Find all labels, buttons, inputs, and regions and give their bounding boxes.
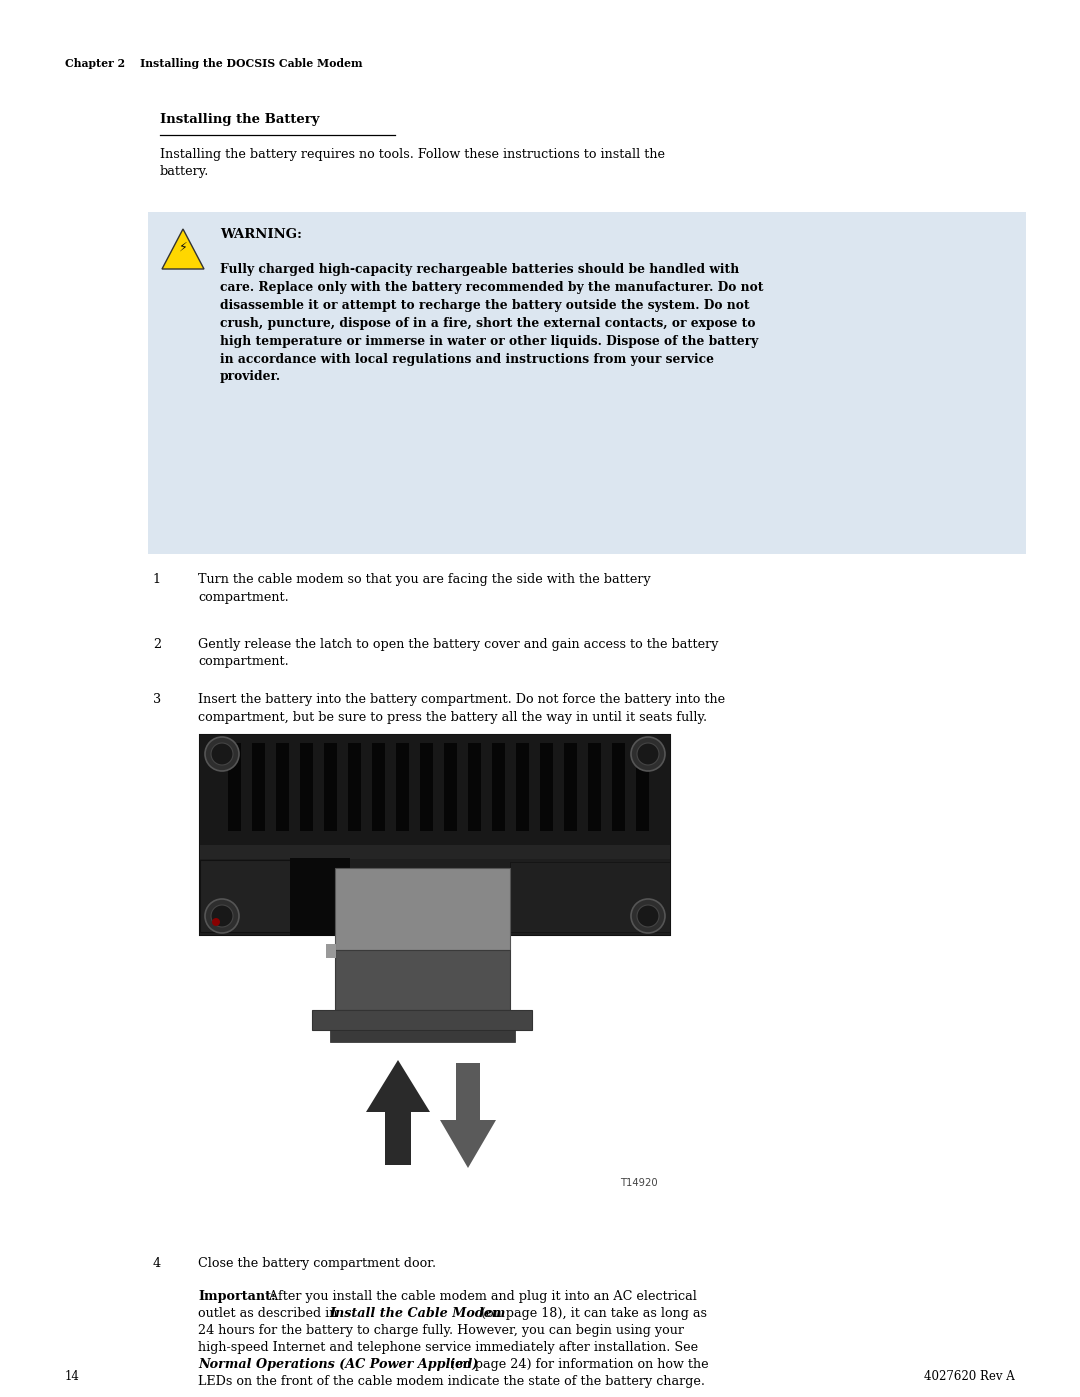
Text: After you install the cable modem and plug it into an AC electrical: After you install the cable modem and pl…	[265, 1289, 697, 1303]
Text: LEDs on the front of the cable modem indicate the state of the battery charge.: LEDs on the front of the cable modem ind…	[198, 1375, 705, 1389]
Bar	[324, 743, 337, 831]
Bar	[588, 743, 600, 831]
Text: Close the battery compartment door.: Close the battery compartment door.	[198, 1257, 436, 1270]
Bar	[148, 212, 1026, 555]
Text: 14: 14	[65, 1370, 80, 1383]
Circle shape	[631, 900, 665, 933]
Bar	[444, 743, 457, 831]
Bar	[276, 743, 289, 831]
Text: T14920: T14920	[620, 1178, 658, 1187]
Bar	[200, 845, 670, 859]
Text: (on page 18), it can take as long as: (on page 18), it can take as long as	[477, 1308, 707, 1320]
Circle shape	[631, 738, 665, 771]
Bar	[326, 944, 336, 958]
Circle shape	[205, 900, 239, 933]
Bar	[291, 858, 350, 936]
Bar	[540, 743, 553, 831]
Bar	[636, 743, 649, 831]
Text: 24 hours for the battery to charge fully. However, you can begin using your: 24 hours for the battery to charge fully…	[198, 1324, 684, 1337]
Text: Installing the Battery: Installing the Battery	[160, 113, 320, 126]
Bar	[612, 743, 625, 831]
Text: Normal Operations (AC Power Applied): Normal Operations (AC Power Applied)	[198, 1358, 478, 1370]
Text: (on page 24) for information on how the: (on page 24) for information on how the	[446, 1358, 708, 1370]
Bar	[420, 743, 433, 831]
Bar	[300, 743, 313, 831]
Bar	[335, 868, 510, 950]
Text: WARNING:: WARNING:	[220, 228, 302, 242]
Bar	[252, 743, 265, 831]
Text: high-speed Internet and telephone service immediately after installation. See: high-speed Internet and telephone servic…	[198, 1341, 698, 1354]
Circle shape	[637, 743, 659, 766]
Text: Fully charged high-capacity rechargeable batteries should be handled with
care. : Fully charged high-capacity rechargeable…	[220, 263, 764, 383]
Text: Installing the battery requires no tools. Follow these instructions to install t: Installing the battery requires no tools…	[160, 148, 665, 177]
Bar	[516, 743, 529, 831]
Circle shape	[637, 905, 659, 928]
Circle shape	[211, 905, 233, 928]
Bar	[200, 735, 670, 845]
Text: ⚡: ⚡	[178, 242, 187, 254]
Bar	[564, 743, 577, 831]
Bar	[312, 1010, 532, 1030]
Bar	[372, 743, 384, 831]
Text: 2: 2	[153, 638, 161, 651]
Polygon shape	[440, 1063, 496, 1168]
Polygon shape	[366, 1060, 430, 1165]
Circle shape	[211, 743, 233, 766]
Text: 1: 1	[153, 573, 161, 585]
Text: 4: 4	[153, 1257, 161, 1270]
Circle shape	[205, 738, 239, 771]
Bar	[200, 861, 295, 932]
Bar	[348, 743, 361, 831]
Bar	[228, 743, 241, 831]
Text: Install the Cable Modem: Install the Cable Modem	[329, 1308, 505, 1320]
Bar	[200, 859, 670, 935]
Circle shape	[212, 918, 220, 926]
Text: Turn the cable modem so that you are facing the side with the battery
compartmen: Turn the cable modem so that you are fac…	[198, 573, 651, 604]
Bar	[335, 950, 510, 1010]
Polygon shape	[162, 229, 204, 270]
Bar	[510, 862, 670, 932]
Text: 4027620 Rev A: 4027620 Rev A	[924, 1370, 1015, 1383]
Text: Insert the battery into the battery compartment. Do not force the battery into t: Insert the battery into the battery comp…	[198, 693, 725, 724]
Text: 3: 3	[153, 693, 161, 705]
Text: Chapter 2    Installing the DOCSIS Cable Modem: Chapter 2 Installing the DOCSIS Cable Mo…	[65, 59, 363, 68]
Bar	[468, 743, 481, 831]
Bar	[330, 1030, 515, 1042]
Bar	[200, 735, 670, 935]
Bar	[396, 743, 409, 831]
Text: Important:: Important:	[198, 1289, 275, 1303]
Bar	[492, 743, 505, 831]
Text: outlet as described in: outlet as described in	[198, 1308, 341, 1320]
Text: Gently release the latch to open the battery cover and gain access to the batter: Gently release the latch to open the bat…	[198, 638, 718, 669]
